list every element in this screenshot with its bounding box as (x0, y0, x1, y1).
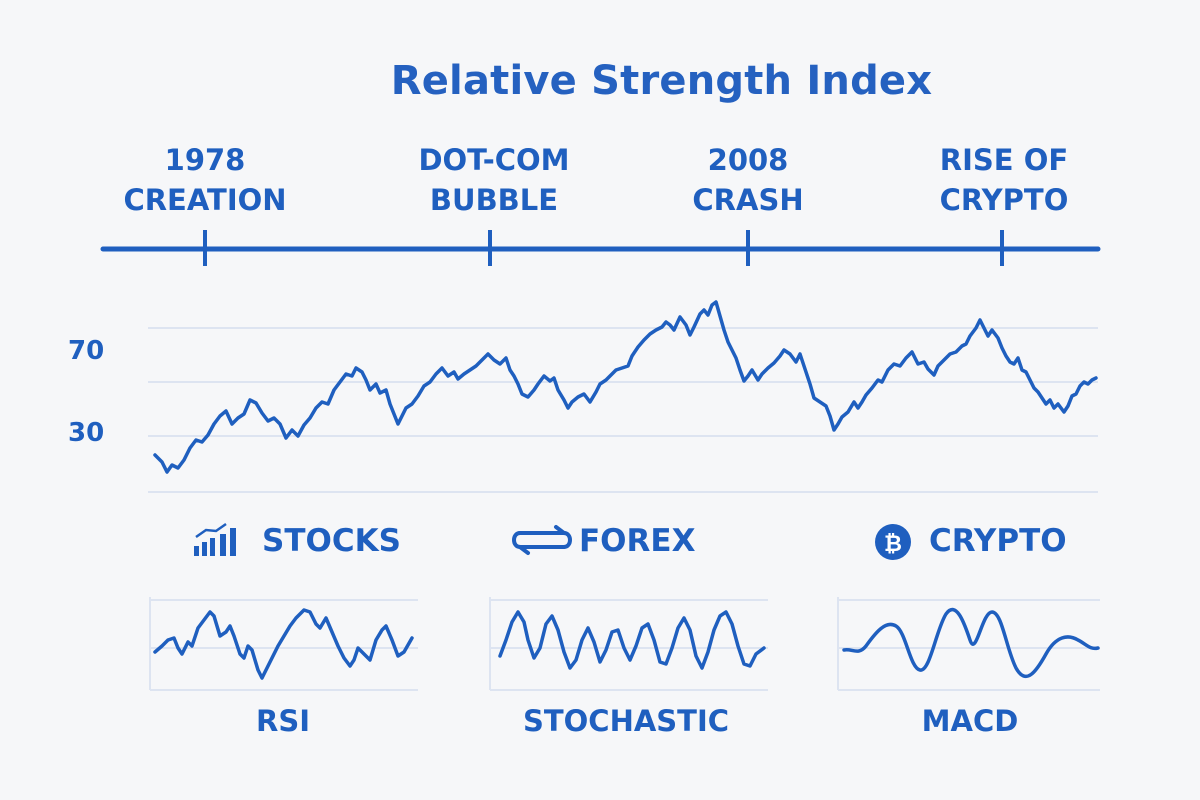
timeline-event-creation: 1978 CREATION (85, 140, 325, 220)
timeline-event-crypto: RISE OF CRYPTO (884, 140, 1124, 220)
bitcoin-icon: ₿ (875, 524, 911, 560)
y-axis-label-70: 70 (68, 336, 105, 366)
indicator-label-stochastic: STOCHASTIC (522, 704, 730, 738)
stochastic-mini-line (498, 610, 766, 670)
event-line1: 1978 (164, 143, 246, 177)
timeline-event-crash: 2008 CRASH (628, 140, 868, 220)
svg-text:₿: ₿ (884, 532, 902, 557)
market-label-forex: FOREX (579, 523, 696, 559)
event-line1: DOT-COM (418, 143, 570, 177)
event-line2: BUBBLE (429, 183, 559, 217)
exchange-arrows-icon (512, 525, 572, 555)
event-line2: CRYPTO (939, 183, 1069, 217)
rsi-main-line (153, 300, 1098, 474)
event-line1: 2008 (707, 143, 789, 177)
event-line1: RISE OF (939, 143, 1069, 177)
market-label-stocks: STOCKS (262, 523, 401, 559)
page-title: Relative Strength Index (390, 58, 933, 104)
bar-chart-icon (194, 522, 236, 556)
macd-mini-line (842, 607, 1100, 678)
rsi-mini-line (153, 608, 414, 680)
timeline-event-dotcom: DOT-COM BUBBLE (374, 140, 614, 220)
event-line2: CRASH (692, 183, 804, 217)
market-label-crypto: CRYPTO (929, 523, 1067, 559)
indicator-label-macd: MACD (921, 704, 1019, 738)
event-line2: CREATION (123, 183, 287, 217)
indicator-label-rsi: RSI (255, 704, 310, 738)
y-axis-label-30: 30 (68, 418, 105, 448)
